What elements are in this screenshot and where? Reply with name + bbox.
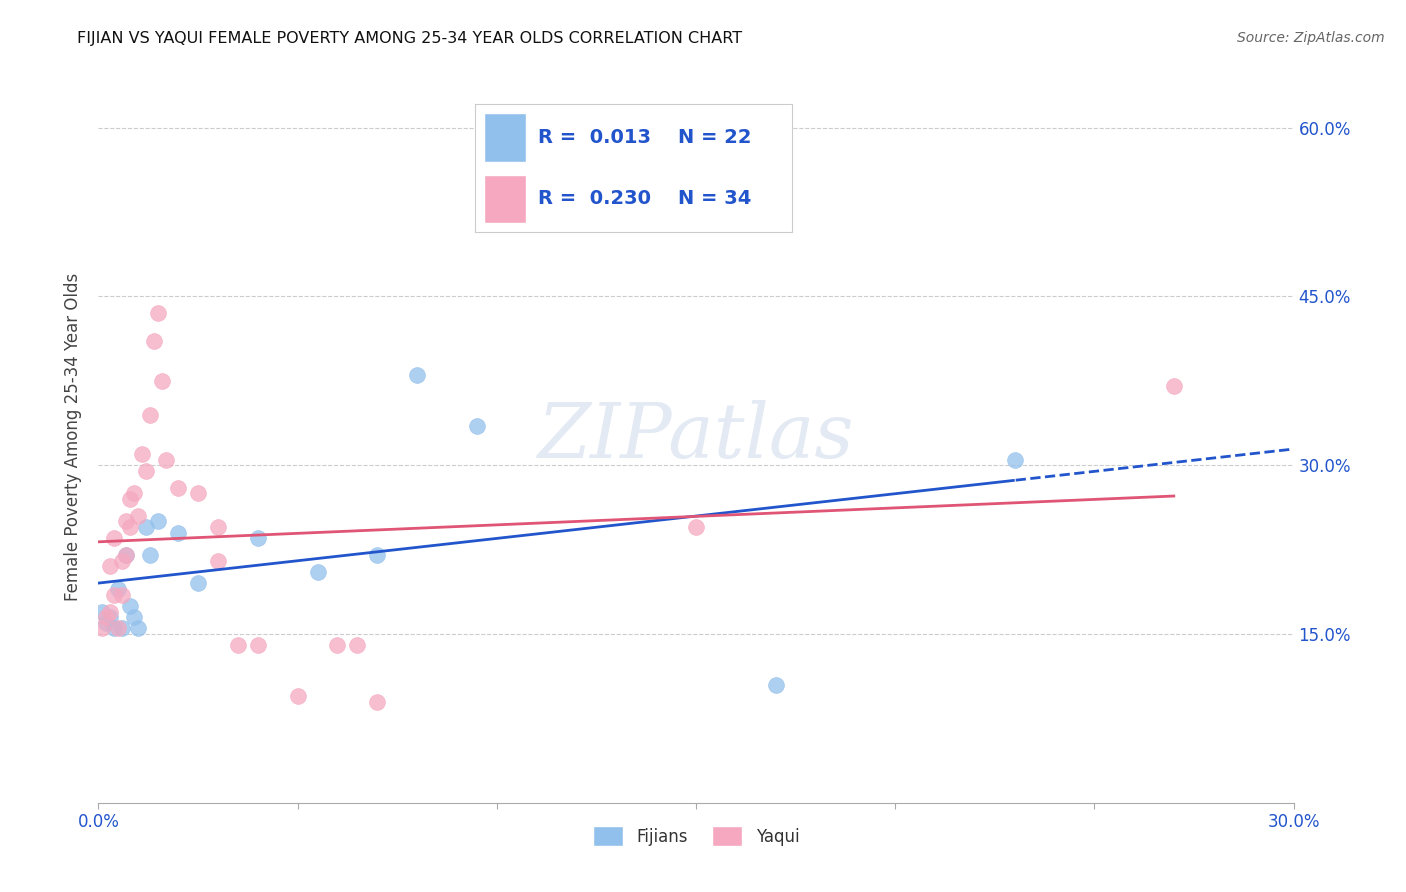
Text: FIJIAN VS YAQUI FEMALE POVERTY AMONG 25-34 YEAR OLDS CORRELATION CHART: FIJIAN VS YAQUI FEMALE POVERTY AMONG 25-… xyxy=(77,31,742,46)
Point xyxy=(187,576,209,591)
Point xyxy=(207,520,229,534)
Point xyxy=(226,638,249,652)
Point xyxy=(103,621,125,635)
Point xyxy=(148,515,170,529)
Point xyxy=(91,621,114,635)
Point xyxy=(120,599,142,613)
Point xyxy=(115,548,138,562)
Point xyxy=(187,486,209,500)
Point xyxy=(139,408,162,422)
Point xyxy=(131,447,153,461)
Point xyxy=(124,486,146,500)
Point xyxy=(150,374,173,388)
Point xyxy=(366,694,388,708)
Point xyxy=(139,548,162,562)
Point xyxy=(120,491,142,506)
Point xyxy=(246,532,269,546)
Point xyxy=(326,638,349,652)
Point xyxy=(155,452,177,467)
Point xyxy=(685,520,707,534)
Point xyxy=(307,565,329,579)
Point xyxy=(143,334,166,349)
Point xyxy=(1163,379,1185,393)
Point xyxy=(98,559,122,574)
Point xyxy=(287,689,309,703)
Point xyxy=(111,554,134,568)
Point xyxy=(406,368,429,383)
Point xyxy=(115,548,138,562)
Point xyxy=(135,464,157,478)
Legend: Fijians, Yaqui: Fijians, Yaqui xyxy=(586,820,806,853)
Point xyxy=(107,582,129,596)
Point xyxy=(465,418,488,433)
Point xyxy=(120,520,142,534)
Text: ZIPatlas: ZIPatlas xyxy=(537,401,855,474)
Point xyxy=(115,515,138,529)
Point xyxy=(207,554,229,568)
Point xyxy=(96,610,118,624)
Point xyxy=(135,520,157,534)
Point xyxy=(167,525,190,540)
Point xyxy=(98,605,122,619)
Text: Source: ZipAtlas.com: Source: ZipAtlas.com xyxy=(1237,31,1385,45)
Point xyxy=(98,610,122,624)
Point xyxy=(127,508,149,523)
Point xyxy=(127,621,149,635)
Point xyxy=(346,638,368,652)
Point xyxy=(1004,452,1026,467)
Point xyxy=(246,638,269,652)
Point xyxy=(366,548,388,562)
Point xyxy=(111,588,134,602)
Point xyxy=(111,621,134,635)
Point xyxy=(91,605,114,619)
Point xyxy=(148,306,170,320)
Y-axis label: Female Poverty Among 25-34 Year Olds: Female Poverty Among 25-34 Year Olds xyxy=(65,273,83,601)
Point xyxy=(765,678,787,692)
Point xyxy=(96,615,118,630)
Point xyxy=(167,481,190,495)
Point xyxy=(124,610,146,624)
Point xyxy=(103,588,125,602)
Point xyxy=(107,621,129,635)
Point xyxy=(103,532,125,546)
